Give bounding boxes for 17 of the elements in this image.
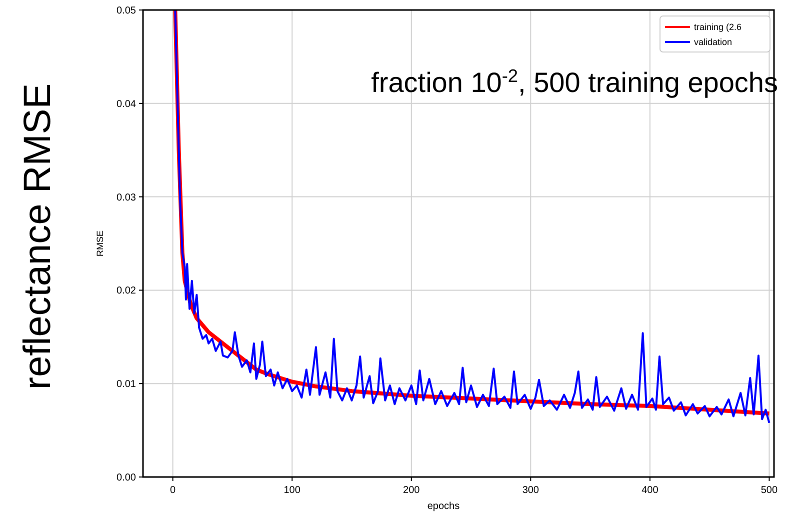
y-tick-label: 0.05 [116, 6, 136, 16]
y-axis-title: RMSE [95, 230, 105, 257]
y-tick-label: 0.02 [116, 286, 136, 297]
x-tick-label: 400 [642, 485, 659, 496]
x-tick-label: 200 [403, 485, 420, 496]
x-tick-label: 0 [170, 485, 176, 496]
legend-label: training (2.6 [694, 22, 742, 32]
y-tick-label: 0.01 [116, 379, 136, 390]
y-tick-label: 0.00 [116, 472, 136, 484]
x-tick-label: 500 [760, 485, 778, 496]
x-tick-label: 100 [284, 485, 301, 496]
x-axis-title: epochs [427, 501, 460, 512]
x-tick-label: 300 [522, 485, 540, 496]
text: reflectance RMSE [17, 83, 59, 390]
y-tick-label: 0.04 [116, 98, 136, 110]
legend-label: validation [694, 37, 732, 47]
y-tick-label: 0.03 [116, 192, 136, 204]
